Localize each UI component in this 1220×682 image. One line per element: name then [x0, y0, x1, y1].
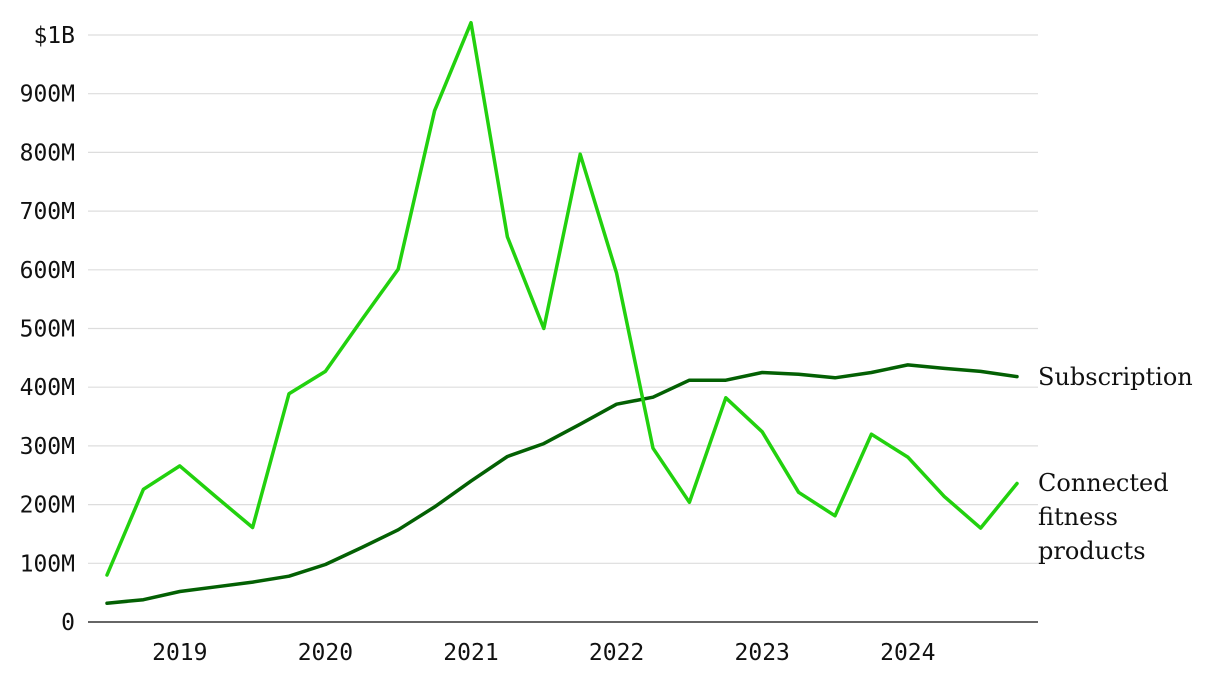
y-tick-label: 300M	[20, 434, 75, 460]
series-line-subscription	[105, 363, 1019, 605]
series-line-connected-fitness-products	[105, 20, 1019, 577]
y-axis-tick-labels: 0 100M 200M 300M 400M 500M 600M 700M 800M 900M $1B	[20, 23, 75, 636]
y-tick-label: 600M	[20, 258, 75, 284]
x-tick-label: 2021	[443, 640, 498, 666]
y-tick-label: 700M	[20, 199, 75, 225]
y-tick-label: 400M	[20, 375, 75, 401]
series-labels: Subscription Connected fitness products	[1038, 363, 1193, 565]
series-lines	[105, 20, 1019, 605]
x-tick-label: 2023	[735, 640, 790, 666]
y-tick-label: 100M	[20, 551, 75, 577]
series-label-connected-fitness-products: Connected fitness products	[1038, 469, 1169, 565]
y-tick-label: 500M	[20, 317, 75, 343]
series-label-subscription: Subscription	[1038, 363, 1193, 391]
x-tick-label: 2024	[880, 640, 935, 666]
y-tick-label: $1B	[33, 23, 75, 49]
x-axis-tick-labels: 2019 2020 2021 2022 2023 2024	[152, 640, 935, 666]
y-tick-label: 800M	[20, 140, 75, 166]
x-tick-label: 2019	[152, 640, 207, 666]
y-tick-label: 900M	[20, 82, 75, 108]
y-tick-label: 0	[61, 610, 75, 636]
x-tick-label: 2022	[589, 640, 644, 666]
x-tick-label: 2020	[298, 640, 353, 666]
y-tick-label: 200M	[20, 493, 75, 519]
gridlines	[88, 34, 1038, 564]
